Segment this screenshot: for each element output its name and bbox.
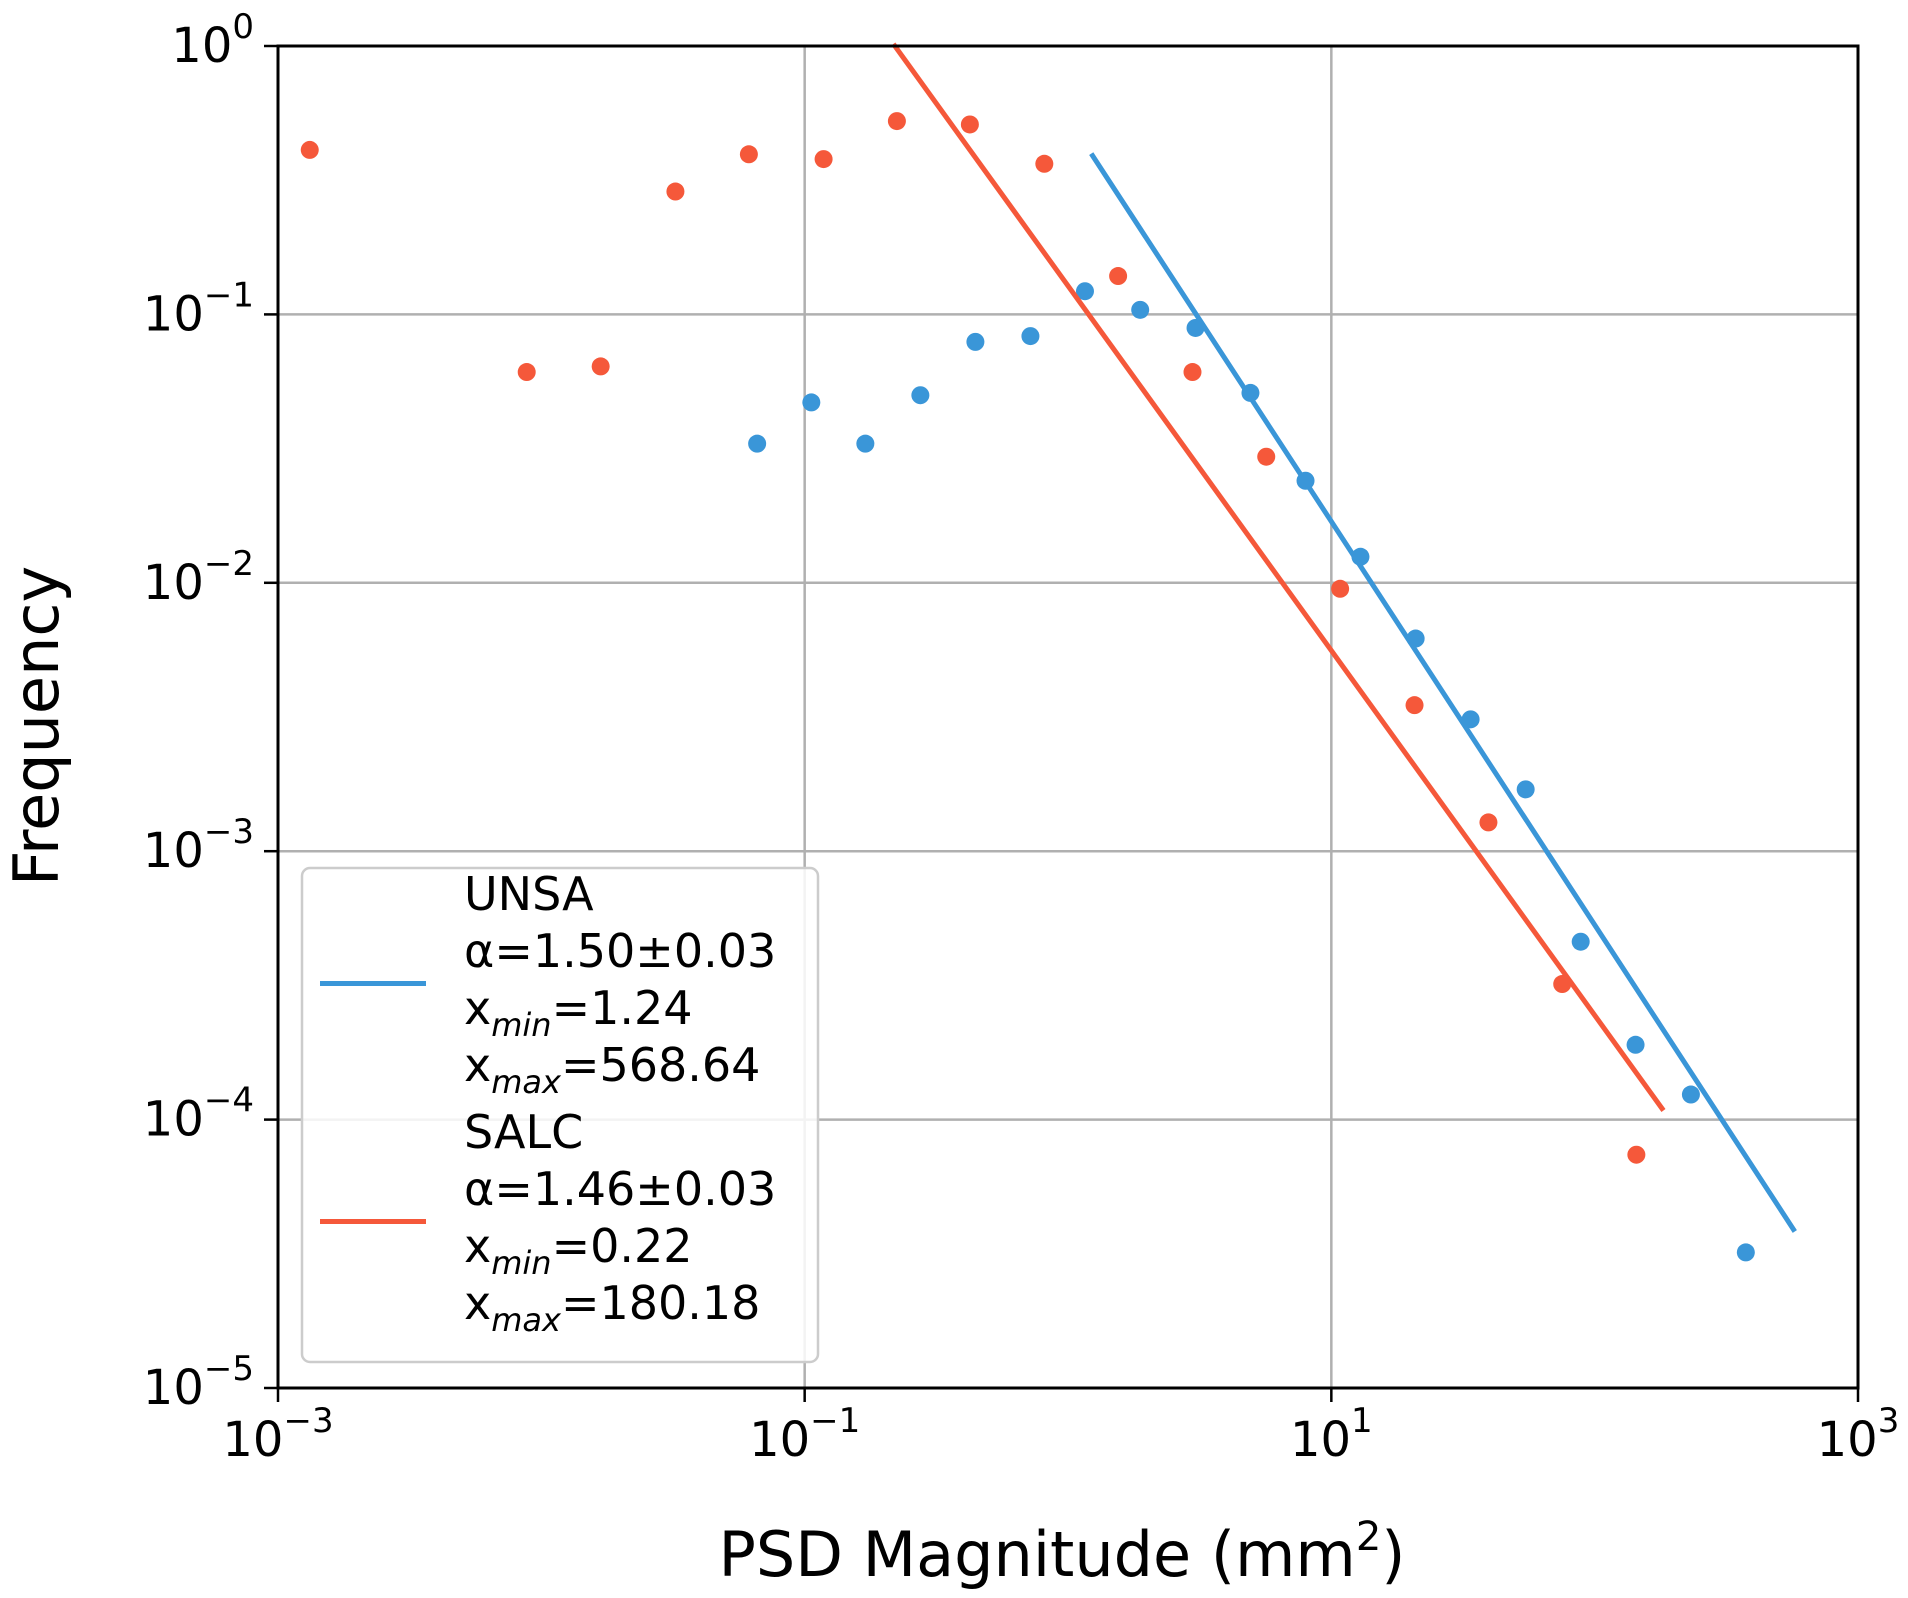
legend-unsa-name: UNSA bbox=[464, 867, 594, 921]
salc-fit-line bbox=[891, 42, 1666, 1112]
legend: UNSAα=1.50±0.03xmin=1.24xmax=568.64SALCα… bbox=[300, 866, 820, 1364]
unsa-fit-line bbox=[1089, 152, 1797, 1233]
unsa-data-point bbox=[1681, 1085, 1700, 1104]
unsa-data-point bbox=[1736, 1243, 1755, 1262]
salc-data-point bbox=[1627, 1145, 1646, 1164]
salc-data-point bbox=[300, 140, 319, 159]
salc-data-point bbox=[1035, 154, 1054, 173]
y-axis-title: Frequency bbox=[0, 566, 73, 886]
unsa-data-point bbox=[802, 393, 821, 412]
unsa-data-point bbox=[748, 434, 767, 453]
salc-data-point bbox=[887, 112, 906, 131]
legend-salc-name: SALC bbox=[464, 1105, 583, 1159]
unsa-data-point bbox=[1406, 629, 1425, 648]
unsa-data-point bbox=[1626, 1035, 1645, 1054]
legend-salc-xmin: xmin=0.22 bbox=[464, 1219, 693, 1282]
salc-data-point bbox=[1183, 363, 1202, 382]
x-axis-title-end: ) bbox=[1381, 1518, 1405, 1591]
legend-unsa-alpha: α=1.50±0.03 bbox=[464, 924, 776, 978]
x-tick-label: 10−3 bbox=[222, 1401, 333, 1468]
unsa-data-point bbox=[1186, 318, 1205, 337]
unsa-data-point bbox=[966, 332, 985, 351]
y-tick-label: 10−1 bbox=[143, 275, 254, 342]
x-axis-title-sup: 2 bbox=[1356, 1514, 1381, 1560]
plot-series bbox=[300, 42, 1797, 1262]
x-axis-title: PSD Magnitude (mm2) bbox=[718, 1514, 1405, 1591]
legend-salc-xmax: xmax=180.18 bbox=[464, 1276, 760, 1339]
legend-unsa-xmin: xmin=1.24 bbox=[464, 981, 693, 1044]
y-tick-label: 10−5 bbox=[143, 1349, 254, 1416]
unsa-data-point bbox=[1075, 282, 1094, 301]
salc-data-point bbox=[517, 363, 536, 382]
y-tick-label: 10−3 bbox=[143, 812, 254, 879]
axis-ticks: 10−3 10−1 101 103 100 10−1 10−2 10−3 10−4 10−5 bbox=[143, 7, 1900, 1468]
y-tick-label: 10−2 bbox=[143, 544, 254, 611]
legend-salc-alpha: α=1.46±0.03 bbox=[464, 1162, 776, 1216]
unsa-data-point bbox=[1461, 710, 1480, 729]
unsa-data-point bbox=[1571, 932, 1590, 951]
x-tick-label: 101 bbox=[1290, 1401, 1373, 1468]
y-tick-label: 100 bbox=[171, 7, 254, 74]
x-tick-label: 103 bbox=[1817, 1401, 1900, 1468]
salc-data-point bbox=[1109, 267, 1128, 286]
unsa-data-point bbox=[911, 386, 930, 405]
unsa-data-point bbox=[856, 434, 875, 453]
salc-data-point bbox=[1257, 447, 1276, 466]
axes-frame bbox=[276, 44, 1860, 1390]
unsa-data-point bbox=[1351, 547, 1370, 566]
salc-data-point bbox=[960, 115, 979, 134]
salc-data-point bbox=[591, 357, 610, 376]
legend-box bbox=[300, 866, 820, 1364]
legend-unsa-xmax: xmax=568.64 bbox=[464, 1038, 760, 1101]
salc-data-point bbox=[739, 145, 758, 164]
salc-data-point bbox=[1331, 579, 1350, 598]
salc-data-point bbox=[666, 182, 685, 201]
unsa-data-point bbox=[1131, 300, 1150, 319]
salc-data-point bbox=[1405, 696, 1424, 715]
salc-data-point bbox=[814, 150, 833, 169]
unsa-data-point bbox=[1241, 383, 1260, 402]
salc-data-point bbox=[1479, 813, 1498, 832]
unsa-data-point bbox=[1296, 471, 1315, 490]
y-tick-label: 10−4 bbox=[143, 1081, 254, 1148]
unsa-data-point bbox=[1021, 327, 1040, 346]
x-axis-title-main: PSD Magnitude (mm bbox=[718, 1518, 1355, 1591]
salc-data-point bbox=[1553, 975, 1572, 994]
unsa-data-point bbox=[1516, 780, 1535, 799]
x-tick-label: 10−1 bbox=[749, 1401, 860, 1468]
